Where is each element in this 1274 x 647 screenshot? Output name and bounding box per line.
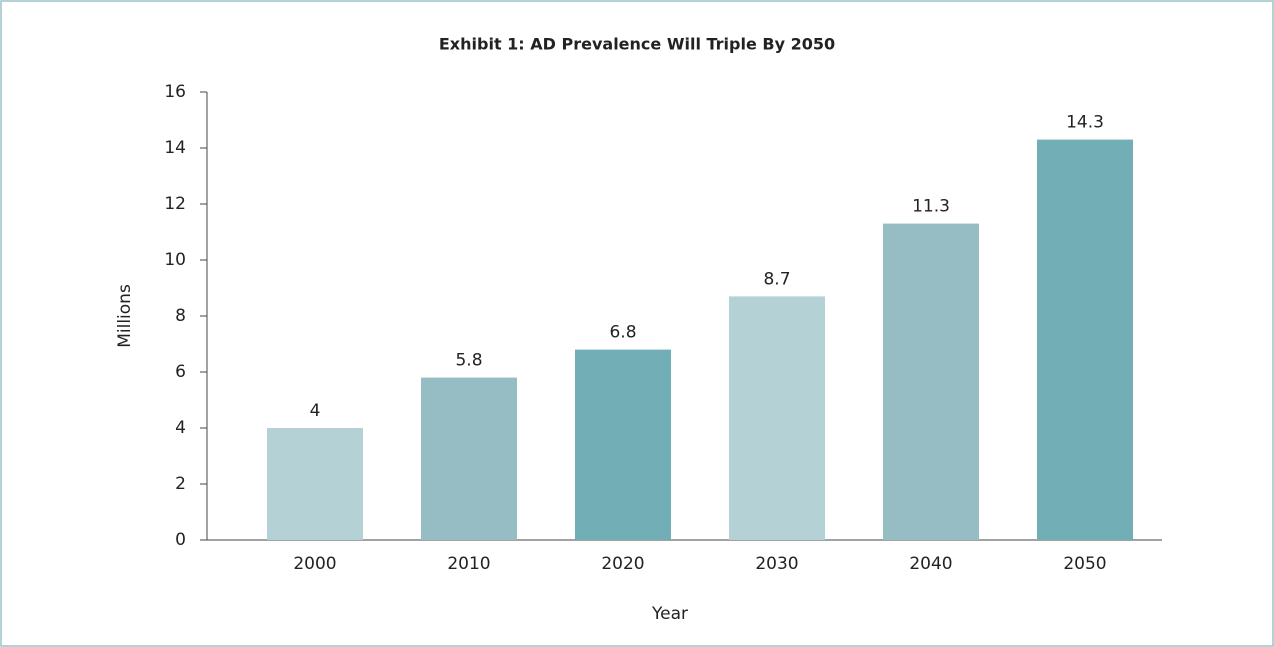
x-axis-label: Year xyxy=(651,604,688,624)
y-tick-label: 10 xyxy=(164,250,186,270)
y-tick-label: 8 xyxy=(175,306,186,326)
chart-title: Exhibit 1: AD Prevalence Will Triple By … xyxy=(439,35,835,54)
bar xyxy=(267,428,363,540)
x-tick-label: 2030 xyxy=(755,554,798,574)
bar xyxy=(729,296,825,540)
x-tick-label: 2010 xyxy=(447,554,490,574)
y-tick-label: 0 xyxy=(175,530,186,550)
bar xyxy=(1037,139,1133,540)
data-label: 8.7 xyxy=(763,269,790,289)
x-tick-label: 2050 xyxy=(1063,554,1106,574)
y-tick-label: 6 xyxy=(175,362,186,382)
data-label: 6.8 xyxy=(609,323,636,343)
y-axis-label: Millions xyxy=(115,284,135,348)
data-label: 14.3 xyxy=(1066,113,1104,133)
x-tick-label: 2040 xyxy=(909,554,952,574)
y-tick-label: 12 xyxy=(164,194,186,214)
data-label: 4 xyxy=(310,401,321,421)
x-tick-label: 2000 xyxy=(293,554,336,574)
data-label: 5.8 xyxy=(455,351,482,371)
data-label: 11.3 xyxy=(912,197,950,217)
y-tick-label: 14 xyxy=(164,138,186,158)
x-tick-label: 2020 xyxy=(601,554,644,574)
y-tick-label: 2 xyxy=(175,474,186,494)
bar xyxy=(421,377,517,540)
bar xyxy=(883,223,979,540)
y-tick-label: 16 xyxy=(164,82,186,102)
bar xyxy=(575,349,671,540)
y-tick-label: 4 xyxy=(175,418,186,438)
